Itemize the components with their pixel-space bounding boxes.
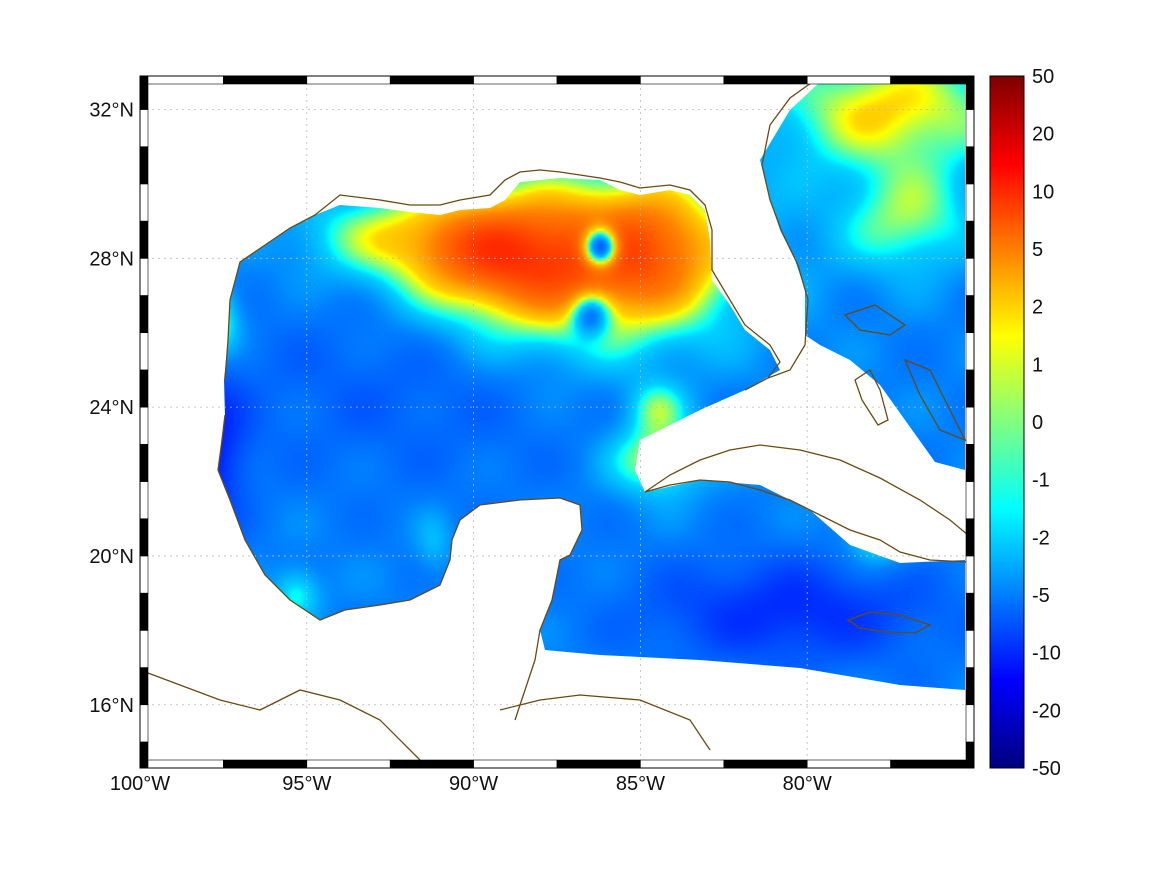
longitude-tick-label: 80°W (783, 773, 832, 795)
longitude-labels: 100°W 95°W 90°W 85°W 80°W (110, 773, 832, 795)
frame-segment (139, 183, 149, 222)
frame-segment (139, 759, 224, 769)
colorbar-tick-label: 2 (1032, 297, 1043, 319)
frame-segment (139, 592, 149, 631)
frame-segment (965, 555, 975, 594)
central-america-coast (139, 669, 711, 761)
frame-segment (139, 220, 149, 259)
colorbar-tick-label: 20 (1032, 124, 1054, 146)
colorbar-tick-label: -2 (1032, 527, 1050, 549)
colorbar-tick-label: -1 (1032, 470, 1050, 492)
longitude-tick-label: 95°W (282, 773, 331, 795)
colorbar-gradient (990, 76, 1024, 768)
frame-segment (389, 75, 474, 85)
frame-segment (965, 667, 975, 706)
coastlines (139, 77, 969, 761)
frame-segment (965, 146, 975, 185)
frame-segment (723, 75, 808, 85)
frame-segment (306, 759, 391, 769)
frame-segment (139, 332, 149, 371)
frame-segment (139, 75, 224, 85)
frame-segment (139, 481, 149, 520)
frame-segment (965, 704, 975, 743)
frame-segment (139, 146, 149, 185)
colorbar-tick-label: -50 (1032, 758, 1061, 780)
frame-segment (965, 332, 975, 371)
latitude-tick-label: 28°N (89, 248, 134, 270)
frame-segment (139, 406, 149, 445)
frame-segment (965, 444, 975, 482)
frame-segment (640, 759, 725, 769)
frame-segment (139, 518, 149, 557)
longitude-tick-label: 90°W (449, 773, 498, 795)
frame-segment (223, 759, 308, 769)
frame-segment (965, 406, 975, 445)
frame-segment (965, 183, 975, 222)
longitude-tick-label: 100°W (110, 773, 170, 795)
florida-atlantic-coast (761, 77, 819, 379)
latitude-labels: 32°N 28°N 24°N 20°N 16°N (89, 99, 134, 716)
colorbar-tick-label: -5 (1032, 585, 1050, 607)
map-frame (139, 75, 975, 769)
frame-segment (139, 109, 149, 147)
frame-segment (139, 258, 149, 296)
graticule (140, 76, 974, 768)
sea-level-anomaly-field (218, 82, 965, 690)
latitude-tick-label: 32°N (89, 99, 134, 121)
frame-segment (139, 295, 149, 334)
frame-segment (139, 75, 149, 110)
colorbar-tick-label: 10 (1032, 181, 1054, 203)
latitude-tick-label: 20°N (89, 546, 134, 568)
frame-segment (965, 369, 975, 408)
frame-segment (389, 759, 474, 769)
latitude-tick-label: 24°N (89, 397, 134, 419)
frame-border (139, 75, 975, 769)
frame-segment (965, 220, 975, 259)
jamaica-outline (846, 611, 932, 634)
frame-segment (965, 481, 975, 520)
frame-segment (640, 75, 725, 85)
latitude-tick-label: 16°N (89, 695, 134, 717)
frame-segment (723, 759, 808, 769)
frame-segment (965, 109, 975, 147)
frame-segment (556, 759, 641, 769)
frame-segment (806, 75, 891, 85)
frame-segment (139, 667, 149, 706)
frame-segment (139, 444, 149, 482)
frame-segment (223, 75, 308, 85)
bahamas-outline (843, 304, 967, 442)
colorbar-tick-label: 0 (1032, 412, 1043, 434)
frame-segment (965, 630, 975, 668)
frame-segment (965, 518, 975, 557)
frame-segment (965, 75, 975, 110)
colorbar-tick-label: 50 (1032, 66, 1054, 88)
colorbar-tick-label: 5 (1032, 239, 1043, 261)
frame-segment (139, 704, 149, 743)
colorbar-tick-label: 1 (1032, 354, 1043, 376)
frame-segment (473, 759, 558, 769)
frame-segment (965, 295, 975, 334)
frame-segment (890, 759, 975, 769)
frame-segment (965, 258, 975, 296)
colorbar-tick-label: -20 (1032, 700, 1061, 722)
frame-segment (556, 75, 641, 85)
frame-segment (139, 741, 149, 769)
gulf-coast-outline (217, 414, 583, 721)
frame-segment (139, 555, 149, 594)
colorbar-tick-label: -10 (1032, 643, 1061, 665)
longitude-tick-label: 85°W (616, 773, 665, 795)
frame-segment (965, 741, 975, 769)
frame-segment (139, 369, 149, 408)
frame-segment (139, 630, 149, 668)
northern-gulf-coast (224, 169, 781, 391)
frame-segment (473, 75, 558, 85)
frame-segment (965, 592, 975, 631)
frame-segment (890, 75, 975, 85)
frame-segment (806, 759, 891, 769)
frame-segment (306, 75, 391, 85)
